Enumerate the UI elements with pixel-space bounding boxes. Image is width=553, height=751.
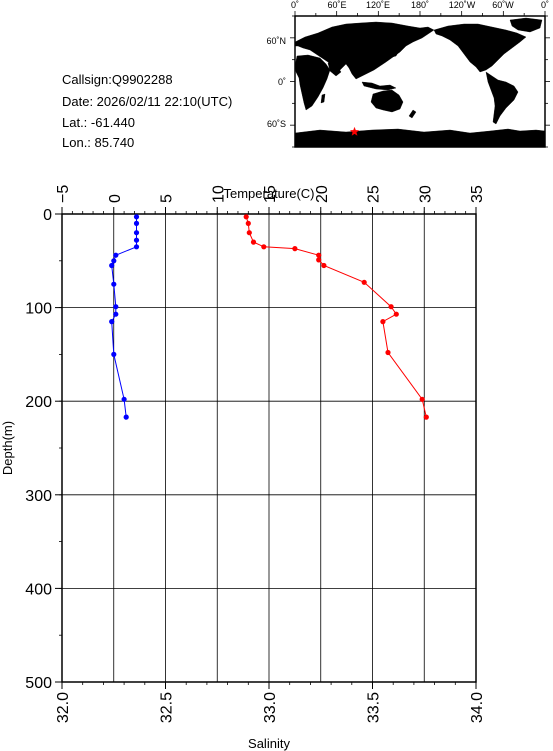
salinity-profile-line <box>111 216 137 418</box>
world-map: 0˚ 60˚E 120˚E 180˚ 120˚W 60˚W 0˚ 60˚N 0˚… <box>266 0 550 148</box>
map-lon-label: 120˚E <box>366 0 390 10</box>
longitude-text: Lon.: 85.740 <box>62 135 135 150</box>
temperature-data-point <box>361 279 367 285</box>
map-land <box>294 17 546 148</box>
temperature-data-point <box>316 257 322 263</box>
map-lon-label: 0˚ <box>541 0 549 10</box>
map-lat-label: 0˚ <box>278 77 286 87</box>
latitude-text: Lat.: -61.440 <box>62 115 135 130</box>
temperature-tick-label: −5 <box>55 185 72 203</box>
salinity-axis-label: Salinity <box>248 736 290 751</box>
temperature-data-point <box>316 252 322 258</box>
date-text: Date: 2026/02/11 22:10(UTC) <box>62 94 233 109</box>
salinity-data-point <box>113 252 119 258</box>
temperature-data-point <box>419 396 425 402</box>
depth-tick-label: 100 <box>25 301 52 318</box>
temperature-data-point <box>261 244 267 250</box>
temperature-tick-label: 20 <box>314 185 331 203</box>
temperature-data-point <box>321 262 327 269</box>
temperature-data-point <box>380 319 386 325</box>
temperature-data-point <box>246 230 252 236</box>
chart-frame <box>61 213 477 683</box>
depth-tick-label: 500 <box>25 675 52 692</box>
salinity-data-point <box>109 319 115 325</box>
map-lon-label: 0˚ <box>291 0 299 10</box>
temperature-tick-label: 25 <box>366 185 383 203</box>
salinity-tick-label: 32.0 <box>55 692 72 723</box>
temperature-tick-label: 15 <box>262 185 279 203</box>
map-lat-label: 60˚S <box>267 119 286 129</box>
temperature-axis-label: Temperature(C) <box>223 186 314 201</box>
salinity-tick-label: 32.5 <box>159 692 176 723</box>
map-lon-label: 120˚W <box>449 0 476 10</box>
temperature-profile-line <box>245 216 427 418</box>
map-lat-label: 60˚N <box>266 36 286 46</box>
salinity-data-point <box>113 304 119 310</box>
salinity-tick-label: 34.0 <box>469 692 486 723</box>
salinity-tick-label: 33.5 <box>366 692 383 723</box>
callsign-text: Callsign:Q9902288 <box>62 72 173 87</box>
salinity-data-point <box>111 351 117 357</box>
salinity-data-point <box>121 396 127 402</box>
depth-tick-label: 400 <box>25 581 52 598</box>
salinity-data-point <box>123 414 129 420</box>
chart-grid <box>55 207 477 689</box>
station-marker-star <box>349 126 360 136</box>
map-lon-label: 60˚W <box>492 0 514 10</box>
temperature-data-point <box>388 304 394 310</box>
salinity-data-point <box>133 244 140 250</box>
temperature-tick-label: 35 <box>469 185 486 203</box>
map-lon-label: 180˚ <box>411 0 429 10</box>
salinity-data-point <box>109 262 115 269</box>
salinity-tick-label: 33.0 <box>262 692 279 723</box>
salinity-data-point <box>133 220 140 226</box>
salinity-data-point <box>113 311 119 317</box>
temperature-data-point <box>385 349 391 356</box>
salinity-data-point <box>133 230 140 236</box>
temperature-tick-label: 10 <box>210 185 227 203</box>
salinity-data-point <box>111 258 117 264</box>
salinity-data-point <box>111 281 117 287</box>
temperature-data-point <box>250 239 257 245</box>
temperature-tick-label: 0 <box>107 194 124 203</box>
map-lon-label: 60˚E <box>327 0 346 10</box>
temperature-data-point <box>423 414 429 420</box>
depth-tick-label: 300 <box>25 488 52 505</box>
salinity-data-point <box>133 214 140 220</box>
salinity-data-point <box>133 237 140 243</box>
temperature-data-point <box>292 246 298 252</box>
profile-chart: −5 0 5 10 15 20 25 30 35 32.0 32.5 33.0 33.5 34.0 01… <box>0 185 486 751</box>
temperature-tick-label: 30 <box>417 185 434 203</box>
temperature-data-point <box>245 220 251 226</box>
temperature-data-point <box>393 311 399 317</box>
temperature-tick-label: 5 <box>159 194 176 203</box>
depth-axis-label: Depth(m) <box>0 421 15 475</box>
depth-tick-label: 200 <box>25 394 52 411</box>
temperature-data-point <box>243 214 249 220</box>
depth-tick-label: 0 <box>43 207 52 224</box>
